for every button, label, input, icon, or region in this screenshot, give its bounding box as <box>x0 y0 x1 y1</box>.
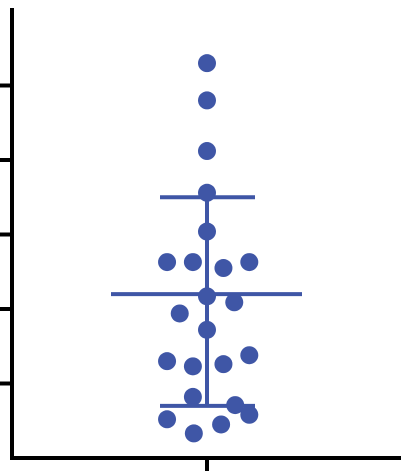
data-point <box>240 346 259 365</box>
data-point <box>184 424 203 443</box>
data-point <box>198 91 216 110</box>
data-points <box>158 54 259 443</box>
data-point <box>240 405 259 424</box>
data-point <box>183 357 202 376</box>
data-point <box>198 222 216 241</box>
data-point <box>158 253 177 272</box>
data-point <box>198 320 216 339</box>
data-point <box>214 355 233 374</box>
data-point <box>212 415 231 434</box>
data-point <box>158 352 177 371</box>
data-point <box>198 54 216 73</box>
data-point <box>183 387 202 406</box>
data-point <box>225 293 244 312</box>
data-point <box>183 253 202 272</box>
data-point <box>240 253 259 272</box>
data-point <box>198 287 216 306</box>
axes <box>0 8 401 471</box>
data-point <box>214 259 233 278</box>
data-point <box>198 183 216 202</box>
data-point <box>170 304 189 323</box>
data-point <box>198 142 216 161</box>
data-point <box>226 396 245 415</box>
data-point <box>158 410 177 429</box>
